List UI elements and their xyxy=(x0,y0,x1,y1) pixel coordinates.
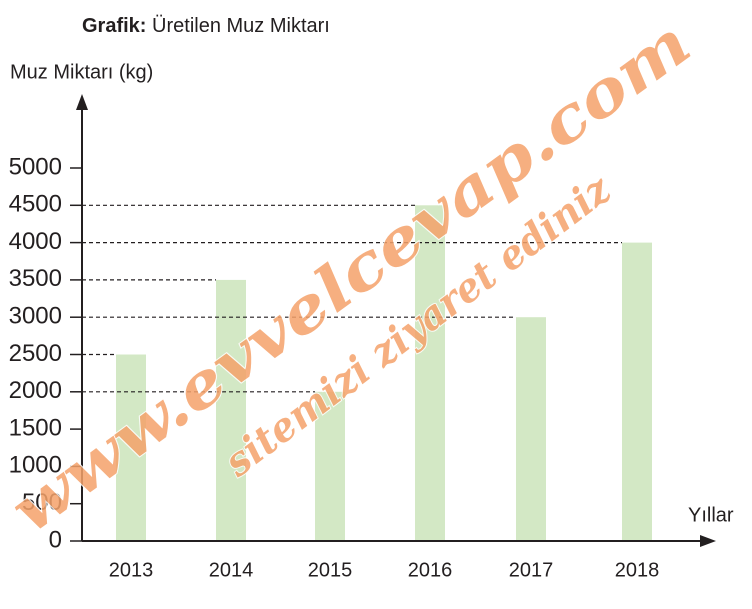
x-axis-arrow xyxy=(700,535,716,547)
y-axis-label: Muz Miktarı (kg) xyxy=(10,61,153,83)
x-tick-label: 2016 xyxy=(408,559,453,581)
x-tick-label: 2014 xyxy=(209,559,254,581)
y-tick-label: 3000 xyxy=(9,303,62,330)
x-tick-label: 2013 xyxy=(109,559,154,581)
x-tick-label: 2015 xyxy=(308,559,353,581)
y-tick-label: 2500 xyxy=(9,340,62,367)
x-tick-label: 2018 xyxy=(615,559,660,581)
bar xyxy=(516,317,546,541)
y-tick-label: 0 xyxy=(49,526,62,553)
y-tick-label: 2000 xyxy=(9,377,62,404)
bar xyxy=(415,205,445,542)
plot: 0 500 1000 1500 2000 2500 3000 3500 4000 4500 5000… xyxy=(9,153,660,581)
bar xyxy=(116,354,146,541)
title-text: Üretilen Muz Miktarı xyxy=(152,15,330,37)
y-tick-label: 1500 xyxy=(9,414,62,441)
title-prefix: Grafik: xyxy=(82,15,146,37)
y-tick-label: 5000 xyxy=(9,153,62,180)
x-tick-label: 2017 xyxy=(509,559,554,581)
y-tick-label: 3500 xyxy=(9,265,62,292)
y-tick-label: 1000 xyxy=(9,452,62,479)
x-axis-label: Yıllar xyxy=(688,504,734,526)
bar xyxy=(622,242,652,541)
y-axis-arrow xyxy=(76,94,88,110)
bar xyxy=(315,391,345,541)
bar xyxy=(216,279,246,541)
y-tick-label: 500 xyxy=(22,489,62,516)
chart-title: Grafik: Üretilen Muz Miktarı xyxy=(82,15,330,37)
y-tick-label: 4500 xyxy=(9,191,62,218)
y-tick-label: 4000 xyxy=(9,228,62,255)
watermark: www.evvelcevap.com xyxy=(0,6,704,547)
